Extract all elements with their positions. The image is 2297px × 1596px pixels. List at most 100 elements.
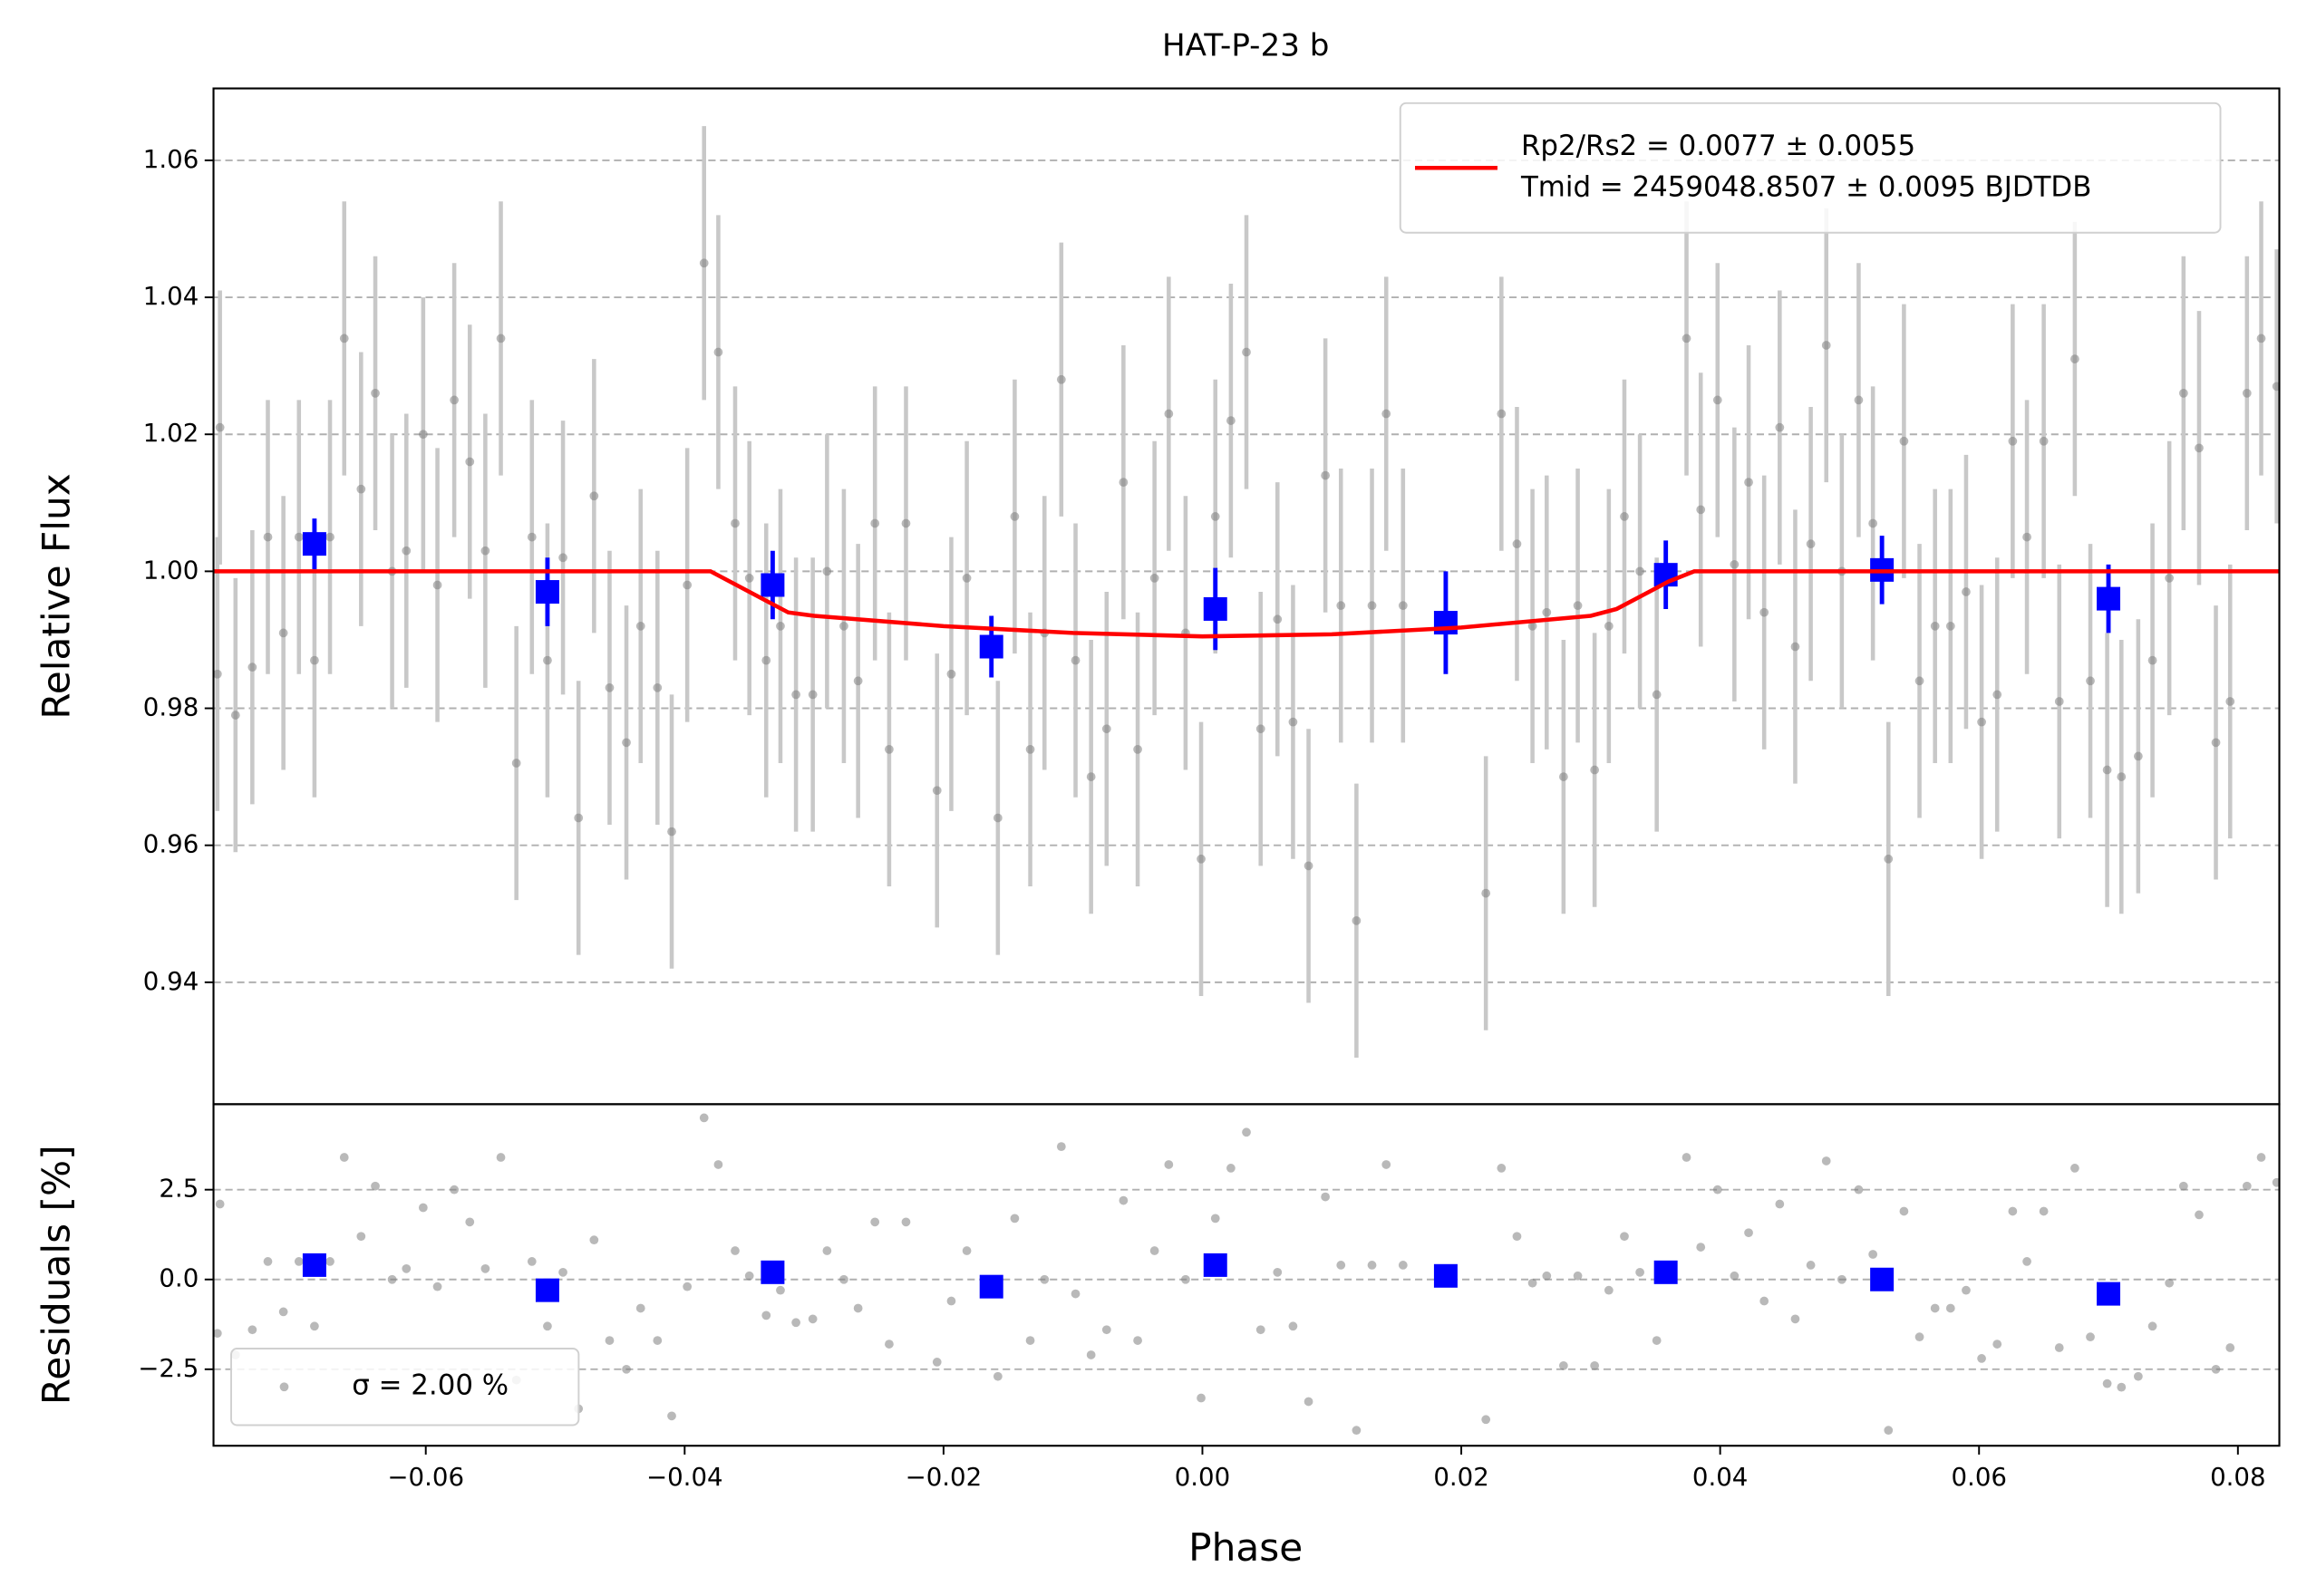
data-point xyxy=(870,518,880,528)
data-point xyxy=(761,655,771,665)
binned-point xyxy=(302,1253,326,1277)
data-point xyxy=(1992,1340,2002,1349)
data-point xyxy=(294,532,304,542)
data-point xyxy=(1930,1303,1940,1313)
binned-point xyxy=(761,1260,785,1284)
y-axis-label: Relative Flux xyxy=(34,473,78,719)
data-point xyxy=(885,1340,894,1349)
data-point xyxy=(2211,1364,2221,1374)
data-point xyxy=(1590,765,1600,775)
data-point xyxy=(622,1364,631,1374)
data-point xyxy=(962,574,972,583)
data-point xyxy=(1512,1232,1522,1242)
data-point xyxy=(1962,1285,1971,1295)
data-point xyxy=(1854,1185,1864,1195)
data-point xyxy=(480,546,490,556)
data-point xyxy=(1884,1426,1894,1436)
data-point xyxy=(605,682,615,692)
data-point xyxy=(946,1296,956,1306)
y-tick-label: 1.02 xyxy=(143,418,199,448)
plot-area xyxy=(213,126,2280,1058)
data-point xyxy=(1226,1164,1236,1173)
data-point xyxy=(1899,1206,1909,1216)
data-point xyxy=(2256,1153,2266,1162)
data-point xyxy=(339,1153,349,1162)
data-point xyxy=(2225,697,2235,706)
data-point xyxy=(1696,505,1706,515)
data-point xyxy=(1481,888,1491,898)
data-point xyxy=(1730,1271,1740,1281)
data-point xyxy=(387,1274,397,1284)
data-point xyxy=(1149,1246,1159,1255)
data-point xyxy=(1652,690,1662,700)
data-point xyxy=(1775,422,1785,432)
data-point xyxy=(2147,655,2157,665)
data-point xyxy=(558,1267,567,1277)
data-point xyxy=(1854,395,1864,405)
chart-title: HAT-P-23 b xyxy=(1162,28,1329,64)
data-point xyxy=(2039,1206,2049,1216)
data-point xyxy=(465,457,475,467)
data-point xyxy=(1945,621,1955,631)
data-point xyxy=(215,422,225,432)
data-point xyxy=(480,1263,490,1273)
data-point xyxy=(1837,1274,1846,1284)
binned-point xyxy=(302,532,326,556)
legend-swatch xyxy=(279,1382,289,1392)
data-point xyxy=(310,655,319,665)
data-point xyxy=(853,676,863,686)
data-point xyxy=(574,813,584,823)
data-point xyxy=(1197,1393,1206,1403)
binned-point xyxy=(535,580,559,605)
data-point xyxy=(263,1257,273,1266)
data-point xyxy=(1398,1261,1408,1270)
data-point xyxy=(1868,518,1878,528)
data-point xyxy=(932,1358,942,1367)
data-point xyxy=(2195,443,2204,453)
binned-point xyxy=(761,573,785,597)
data-point xyxy=(885,745,894,754)
x-tick-label: 0.02 xyxy=(1433,1462,1488,1492)
data-point xyxy=(1101,724,1111,734)
data-point xyxy=(1025,745,1035,754)
data-point xyxy=(1133,745,1142,754)
data-point xyxy=(1367,601,1377,611)
data-point xyxy=(1336,601,1346,611)
data-point xyxy=(1992,690,2002,700)
y-tick-label: 0.96 xyxy=(143,829,199,859)
legend-box xyxy=(1399,102,2222,234)
data-point xyxy=(2070,1164,2079,1173)
data-point xyxy=(2211,738,2221,748)
data-point xyxy=(946,669,956,679)
data-point xyxy=(1914,676,1924,686)
data-point xyxy=(1712,395,1722,405)
data-point xyxy=(1497,1164,1507,1173)
data-point xyxy=(247,1325,257,1335)
data-point xyxy=(2147,1321,2157,1331)
data-point xyxy=(822,566,832,576)
data-point xyxy=(1010,1214,1020,1224)
data-point xyxy=(1497,409,1507,419)
data-point xyxy=(356,484,366,494)
data-point xyxy=(1321,1192,1330,1202)
data-point xyxy=(1635,566,1644,576)
data-point xyxy=(1542,607,1552,617)
binned-point xyxy=(1433,611,1458,635)
data-point xyxy=(339,334,349,343)
data-point xyxy=(1071,655,1081,665)
data-point xyxy=(1759,607,1769,617)
data-point xyxy=(1304,1397,1313,1407)
data-point xyxy=(1744,1228,1753,1238)
data-point xyxy=(213,1329,222,1339)
data-point xyxy=(278,1307,288,1317)
data-point xyxy=(1336,1261,1346,1270)
data-point xyxy=(1652,1336,1662,1345)
data-point xyxy=(744,1271,754,1281)
data-point xyxy=(1025,1336,1035,1345)
data-point xyxy=(853,1303,863,1313)
data-point xyxy=(993,1371,1003,1381)
data-point xyxy=(294,1257,304,1266)
data-point xyxy=(558,553,567,563)
